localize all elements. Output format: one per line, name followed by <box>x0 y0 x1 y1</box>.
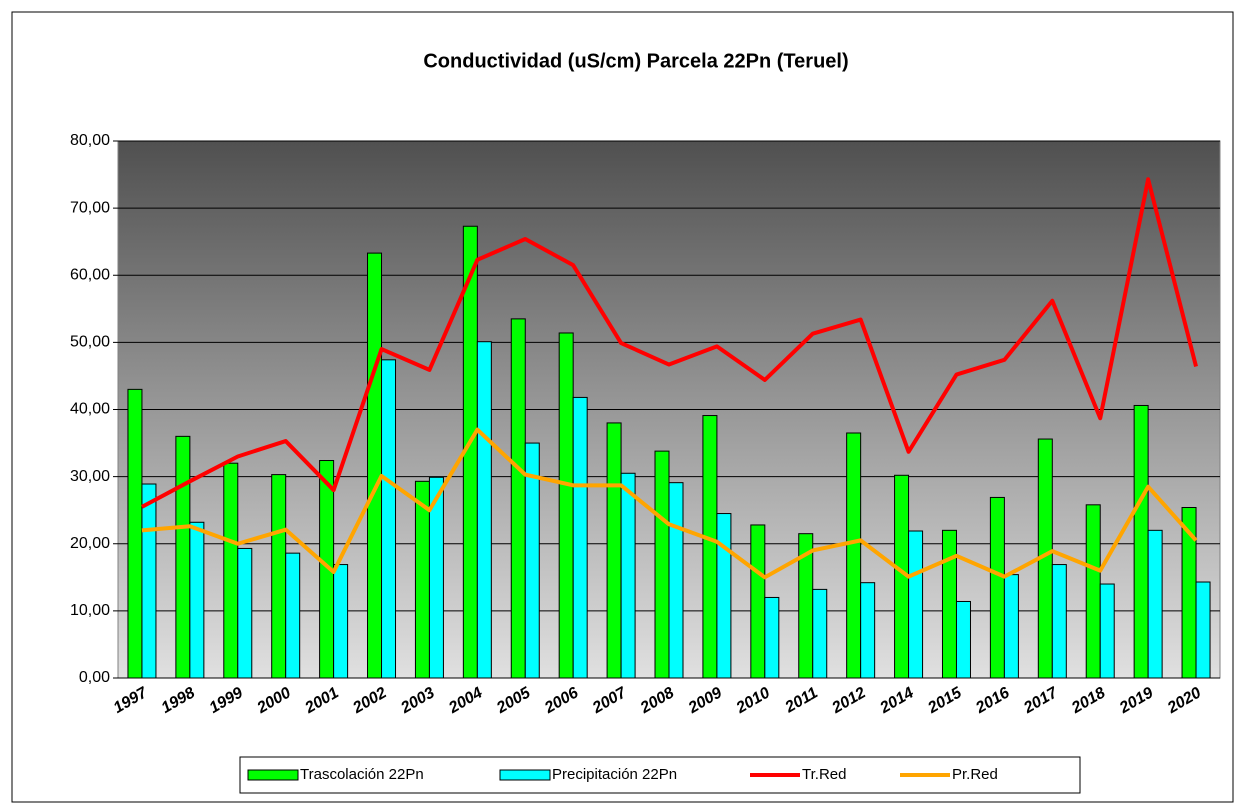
bar <box>668 482 684 679</box>
chart-title: Conductividad (uS/cm) Parcela 22Pn (Teru… <box>423 50 848 72</box>
legend-label: Tr.Red <box>802 766 846 783</box>
bar <box>333 564 349 679</box>
y-tick-label: 40,00 <box>70 401 110 418</box>
bar <box>1099 583 1115 679</box>
bar <box>750 524 766 679</box>
bar <box>558 332 574 679</box>
y-tick-label: 70,00 <box>70 199 110 216</box>
legend-label: Trascolación 22Pn <box>300 766 424 783</box>
bar <box>1147 529 1163 679</box>
y-tick-label: 30,00 <box>70 468 110 485</box>
y-tick-label: 0,00 <box>79 669 110 686</box>
bar <box>846 432 862 679</box>
bar <box>141 483 157 679</box>
bar <box>1003 574 1019 679</box>
bar <box>271 474 287 679</box>
bar <box>367 252 383 679</box>
legend-swatch <box>499 769 551 781</box>
bar <box>716 513 732 679</box>
bar <box>1085 504 1101 679</box>
legend-swatch <box>247 769 299 781</box>
bar <box>189 521 205 679</box>
legend-label: Precipitación 22Pn <box>552 766 677 783</box>
bar <box>524 442 540 679</box>
bar <box>476 341 492 679</box>
bar <box>1051 564 1067 679</box>
bar <box>1195 581 1211 679</box>
bar <box>381 359 397 679</box>
bar <box>654 450 670 679</box>
bar <box>955 600 971 679</box>
legend-label: Pr.Red <box>952 766 998 783</box>
bar <box>702 415 718 679</box>
y-tick-label: 60,00 <box>70 266 110 283</box>
bar <box>127 388 143 679</box>
bar <box>510 318 526 679</box>
line <box>141 177 1198 509</box>
y-tick-label: 20,00 <box>70 535 110 552</box>
bar <box>812 588 828 679</box>
bar <box>572 396 588 679</box>
bar <box>941 529 957 679</box>
bar <box>764 596 780 679</box>
bar <box>606 422 622 679</box>
line <box>141 427 1198 580</box>
y-tick-label: 50,00 <box>70 334 110 351</box>
y-tick-label: 10,00 <box>70 602 110 619</box>
bar <box>989 496 1005 679</box>
bar <box>223 462 239 679</box>
y-tick-label: 80,00 <box>70 132 110 149</box>
bar <box>908 530 924 679</box>
bar <box>620 472 636 679</box>
bar <box>285 552 301 679</box>
bar <box>860 582 876 679</box>
bar <box>237 547 253 679</box>
bar <box>428 476 444 679</box>
bar <box>1133 404 1149 679</box>
bar <box>175 435 191 679</box>
